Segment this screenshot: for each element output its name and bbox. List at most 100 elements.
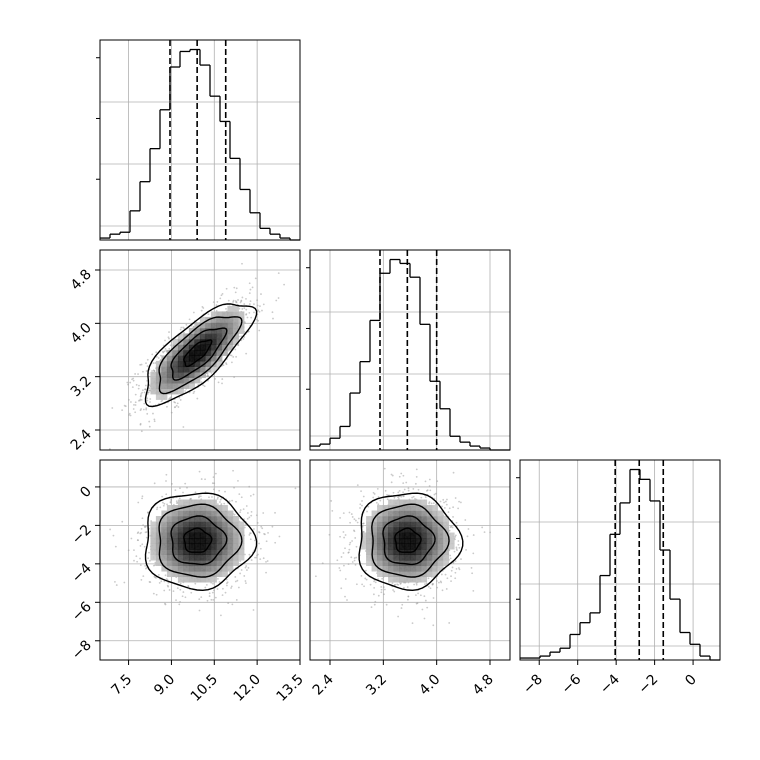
scatter-point bbox=[178, 603, 181, 606]
x-tick-label: 0 bbox=[682, 672, 700, 690]
scatter-point bbox=[407, 489, 410, 492]
density-cell bbox=[166, 554, 173, 561]
density-cell bbox=[177, 499, 184, 506]
density-cell bbox=[377, 510, 384, 517]
scatter-point bbox=[432, 502, 435, 505]
density-cell bbox=[199, 521, 206, 528]
density-cell bbox=[216, 338, 223, 345]
density-cell bbox=[432, 521, 439, 528]
scatter-point bbox=[208, 496, 210, 499]
scatter-point bbox=[237, 299, 239, 301]
density-cell bbox=[232, 560, 239, 567]
scatter-point bbox=[427, 577, 430, 580]
scatter-point bbox=[344, 595, 346, 598]
density-cell bbox=[415, 549, 422, 556]
scatter-point bbox=[139, 395, 142, 398]
scatter-point bbox=[355, 583, 358, 586]
density-cell bbox=[177, 521, 184, 528]
y-tick-label: −2 bbox=[69, 522, 95, 548]
density-cell bbox=[183, 366, 190, 373]
density-cell bbox=[371, 543, 378, 550]
density-cell bbox=[227, 543, 234, 550]
density-cell bbox=[426, 505, 433, 512]
density-cell bbox=[227, 316, 234, 323]
scatter-point bbox=[193, 390, 196, 393]
density-cell bbox=[388, 576, 395, 583]
scatter-point bbox=[249, 494, 252, 497]
scatter-point bbox=[362, 522, 365, 525]
scatter-point bbox=[458, 546, 461, 549]
density-cell bbox=[437, 532, 444, 539]
scatter-point bbox=[231, 361, 233, 364]
scatter-point bbox=[139, 545, 142, 547]
density-cell bbox=[205, 322, 212, 329]
density-cell bbox=[227, 311, 234, 318]
scatter-point bbox=[253, 539, 256, 542]
density-cell bbox=[410, 510, 417, 517]
density-cell bbox=[172, 549, 179, 556]
scatter-point bbox=[402, 482, 405, 484]
scatter-point bbox=[263, 532, 265, 535]
scatter-point bbox=[169, 501, 172, 504]
scatter-point bbox=[344, 534, 347, 536]
scatter-point bbox=[175, 599, 177, 602]
density-cell bbox=[188, 344, 195, 351]
scatter-point bbox=[414, 482, 417, 485]
y-tick-label: −4 bbox=[69, 560, 95, 586]
density-cell bbox=[177, 565, 184, 572]
density-cell bbox=[221, 349, 228, 356]
scatter-point bbox=[382, 586, 385, 589]
density-cell bbox=[415, 565, 422, 572]
density-cell bbox=[188, 338, 195, 345]
density-cell bbox=[172, 382, 179, 389]
density-cell bbox=[232, 538, 239, 545]
density-cell bbox=[166, 349, 173, 356]
density-cell bbox=[183, 565, 190, 572]
scatter-point bbox=[417, 488, 420, 491]
density-cell bbox=[421, 576, 428, 583]
density-cell bbox=[216, 560, 223, 567]
density-cell bbox=[388, 565, 395, 572]
density-cell bbox=[393, 532, 400, 539]
scatter-point bbox=[135, 383, 138, 386]
scatter-point bbox=[244, 553, 246, 556]
density-cell bbox=[194, 360, 201, 367]
density-cell bbox=[232, 543, 239, 550]
density-cell bbox=[388, 538, 395, 545]
scatter-point bbox=[127, 383, 129, 386]
scatter-point bbox=[235, 355, 238, 358]
scatter-point bbox=[146, 511, 149, 514]
scatter-point bbox=[205, 583, 208, 586]
density-cell bbox=[199, 349, 206, 356]
contour-line bbox=[170, 327, 228, 381]
scatter-point bbox=[194, 582, 197, 585]
density-cell bbox=[221, 344, 228, 351]
scatter-point bbox=[431, 583, 434, 585]
scatter-point bbox=[219, 501, 221, 503]
contour-line bbox=[183, 527, 213, 553]
density-cell bbox=[221, 549, 228, 556]
density-cell bbox=[210, 527, 217, 534]
scatter-point bbox=[248, 292, 251, 295]
density-cell bbox=[166, 360, 173, 367]
x-tick-label: 12.0 bbox=[231, 672, 264, 705]
scatter-point bbox=[467, 528, 470, 530]
scatter-point bbox=[241, 262, 243, 265]
scatter-point bbox=[415, 468, 418, 471]
x-tick-label: −8 bbox=[520, 672, 546, 698]
scatter-point bbox=[232, 299, 235, 302]
density-cell bbox=[188, 505, 195, 512]
density-cell bbox=[177, 388, 184, 395]
scatter-point bbox=[198, 609, 201, 612]
scatter-point bbox=[145, 407, 148, 410]
scatter-point bbox=[216, 301, 219, 303]
scatter-point bbox=[354, 564, 357, 566]
density-cell bbox=[210, 338, 217, 345]
scatter-point bbox=[139, 557, 141, 560]
scatter-point bbox=[179, 601, 182, 603]
density-cell bbox=[377, 532, 384, 539]
density-cell bbox=[166, 521, 173, 528]
density-cell bbox=[421, 543, 428, 550]
scatter-point bbox=[283, 283, 285, 286]
density-cell bbox=[404, 571, 411, 578]
